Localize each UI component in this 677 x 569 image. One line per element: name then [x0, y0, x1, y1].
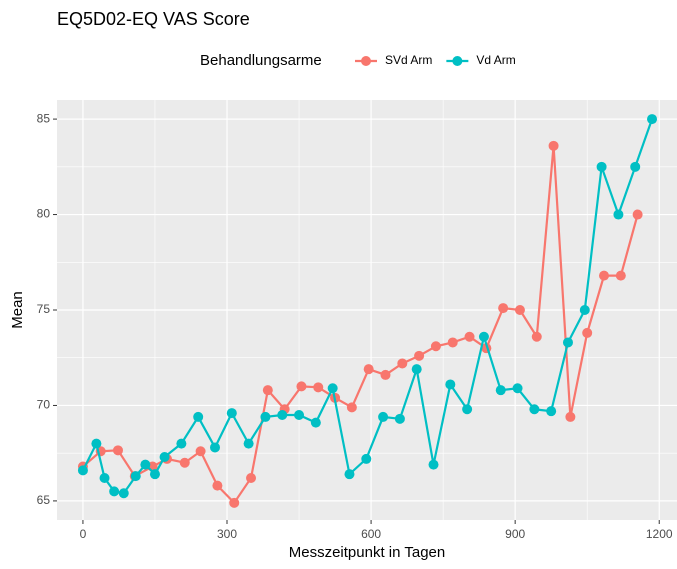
data-point	[277, 410, 288, 420]
x-tick-label: 600	[361, 527, 381, 541]
x-tick-label: 1200	[646, 527, 673, 541]
data-point	[548, 140, 559, 151]
data-point	[514, 305, 525, 315]
data-point	[615, 270, 626, 281]
data-point	[394, 413, 405, 424]
data-point	[447, 337, 458, 348]
data-point	[478, 331, 489, 342]
data-point	[582, 327, 593, 338]
data-point	[210, 442, 221, 453]
x-tick-label: 900	[505, 527, 525, 541]
data-point	[212, 480, 223, 491]
chart-title: EQ5D02-EQ VAS Score	[57, 9, 250, 29]
data-point	[596, 161, 607, 172]
data-point	[380, 369, 391, 380]
y-tick-label: 80	[37, 207, 51, 221]
legend-label: SVd Arm	[385, 53, 432, 67]
data-point	[195, 446, 206, 457]
data-point	[294, 410, 305, 420]
y-tick-label: 70	[37, 398, 51, 412]
legend-title: Behandlungsarme	[200, 52, 322, 69]
data-point	[428, 459, 439, 470]
data-point	[179, 457, 190, 468]
data-point	[246, 473, 257, 483]
data-point	[430, 341, 441, 352]
data-point	[296, 381, 307, 392]
data-point	[562, 337, 573, 348]
data-point	[118, 488, 129, 499]
data-point	[531, 331, 542, 342]
data-point	[512, 383, 523, 394]
data-point	[445, 379, 456, 390]
data-point	[647, 114, 658, 125]
data-point	[262, 385, 273, 396]
data-point	[599, 270, 610, 281]
data-point	[313, 382, 324, 393]
data-point	[613, 209, 624, 220]
data-point	[99, 473, 110, 483]
data-point	[361, 453, 372, 464]
legend-key	[361, 56, 371, 66]
data-point	[378, 411, 389, 422]
y-tick-label: 75	[37, 302, 51, 316]
data-point	[229, 497, 240, 508]
data-point	[397, 358, 408, 369]
legend-key	[452, 56, 463, 66]
data-point	[411, 364, 422, 375]
data-point	[344, 469, 355, 480]
legend-label: Vd Arm	[476, 53, 515, 67]
x-axis-label: Messzeitpunkt in Tagen	[289, 544, 445, 561]
data-point	[529, 404, 540, 415]
data-point	[91, 438, 102, 449]
data-point	[193, 411, 204, 422]
data-point	[243, 438, 254, 449]
data-point	[462, 404, 473, 415]
data-point	[579, 305, 590, 315]
y-tick-label: 65	[37, 493, 51, 507]
data-point	[159, 452, 170, 462]
data-point	[260, 411, 271, 422]
x-tick-label: 0	[80, 527, 87, 541]
data-point	[546, 406, 557, 417]
y-tick-label: 85	[37, 111, 51, 125]
data-point	[140, 459, 151, 470]
data-point	[327, 383, 338, 394]
x-tick-label: 300	[217, 527, 237, 541]
data-point	[149, 469, 160, 480]
data-point	[464, 331, 475, 342]
data-point	[498, 303, 509, 314]
data-point	[565, 411, 576, 422]
data-point	[176, 438, 187, 449]
data-point	[310, 417, 321, 428]
data-point	[630, 161, 641, 172]
series-line	[82, 145, 639, 505]
data-point	[109, 486, 120, 497]
y-axis-label: Mean	[9, 291, 26, 329]
data-point	[346, 402, 357, 413]
data-point	[495, 385, 506, 396]
data-point	[77, 465, 88, 476]
data-point	[414, 350, 425, 361]
data-point	[632, 209, 643, 220]
data-point	[226, 408, 237, 419]
data-point	[112, 445, 123, 456]
data-point	[363, 364, 374, 375]
data-point	[130, 471, 141, 482]
